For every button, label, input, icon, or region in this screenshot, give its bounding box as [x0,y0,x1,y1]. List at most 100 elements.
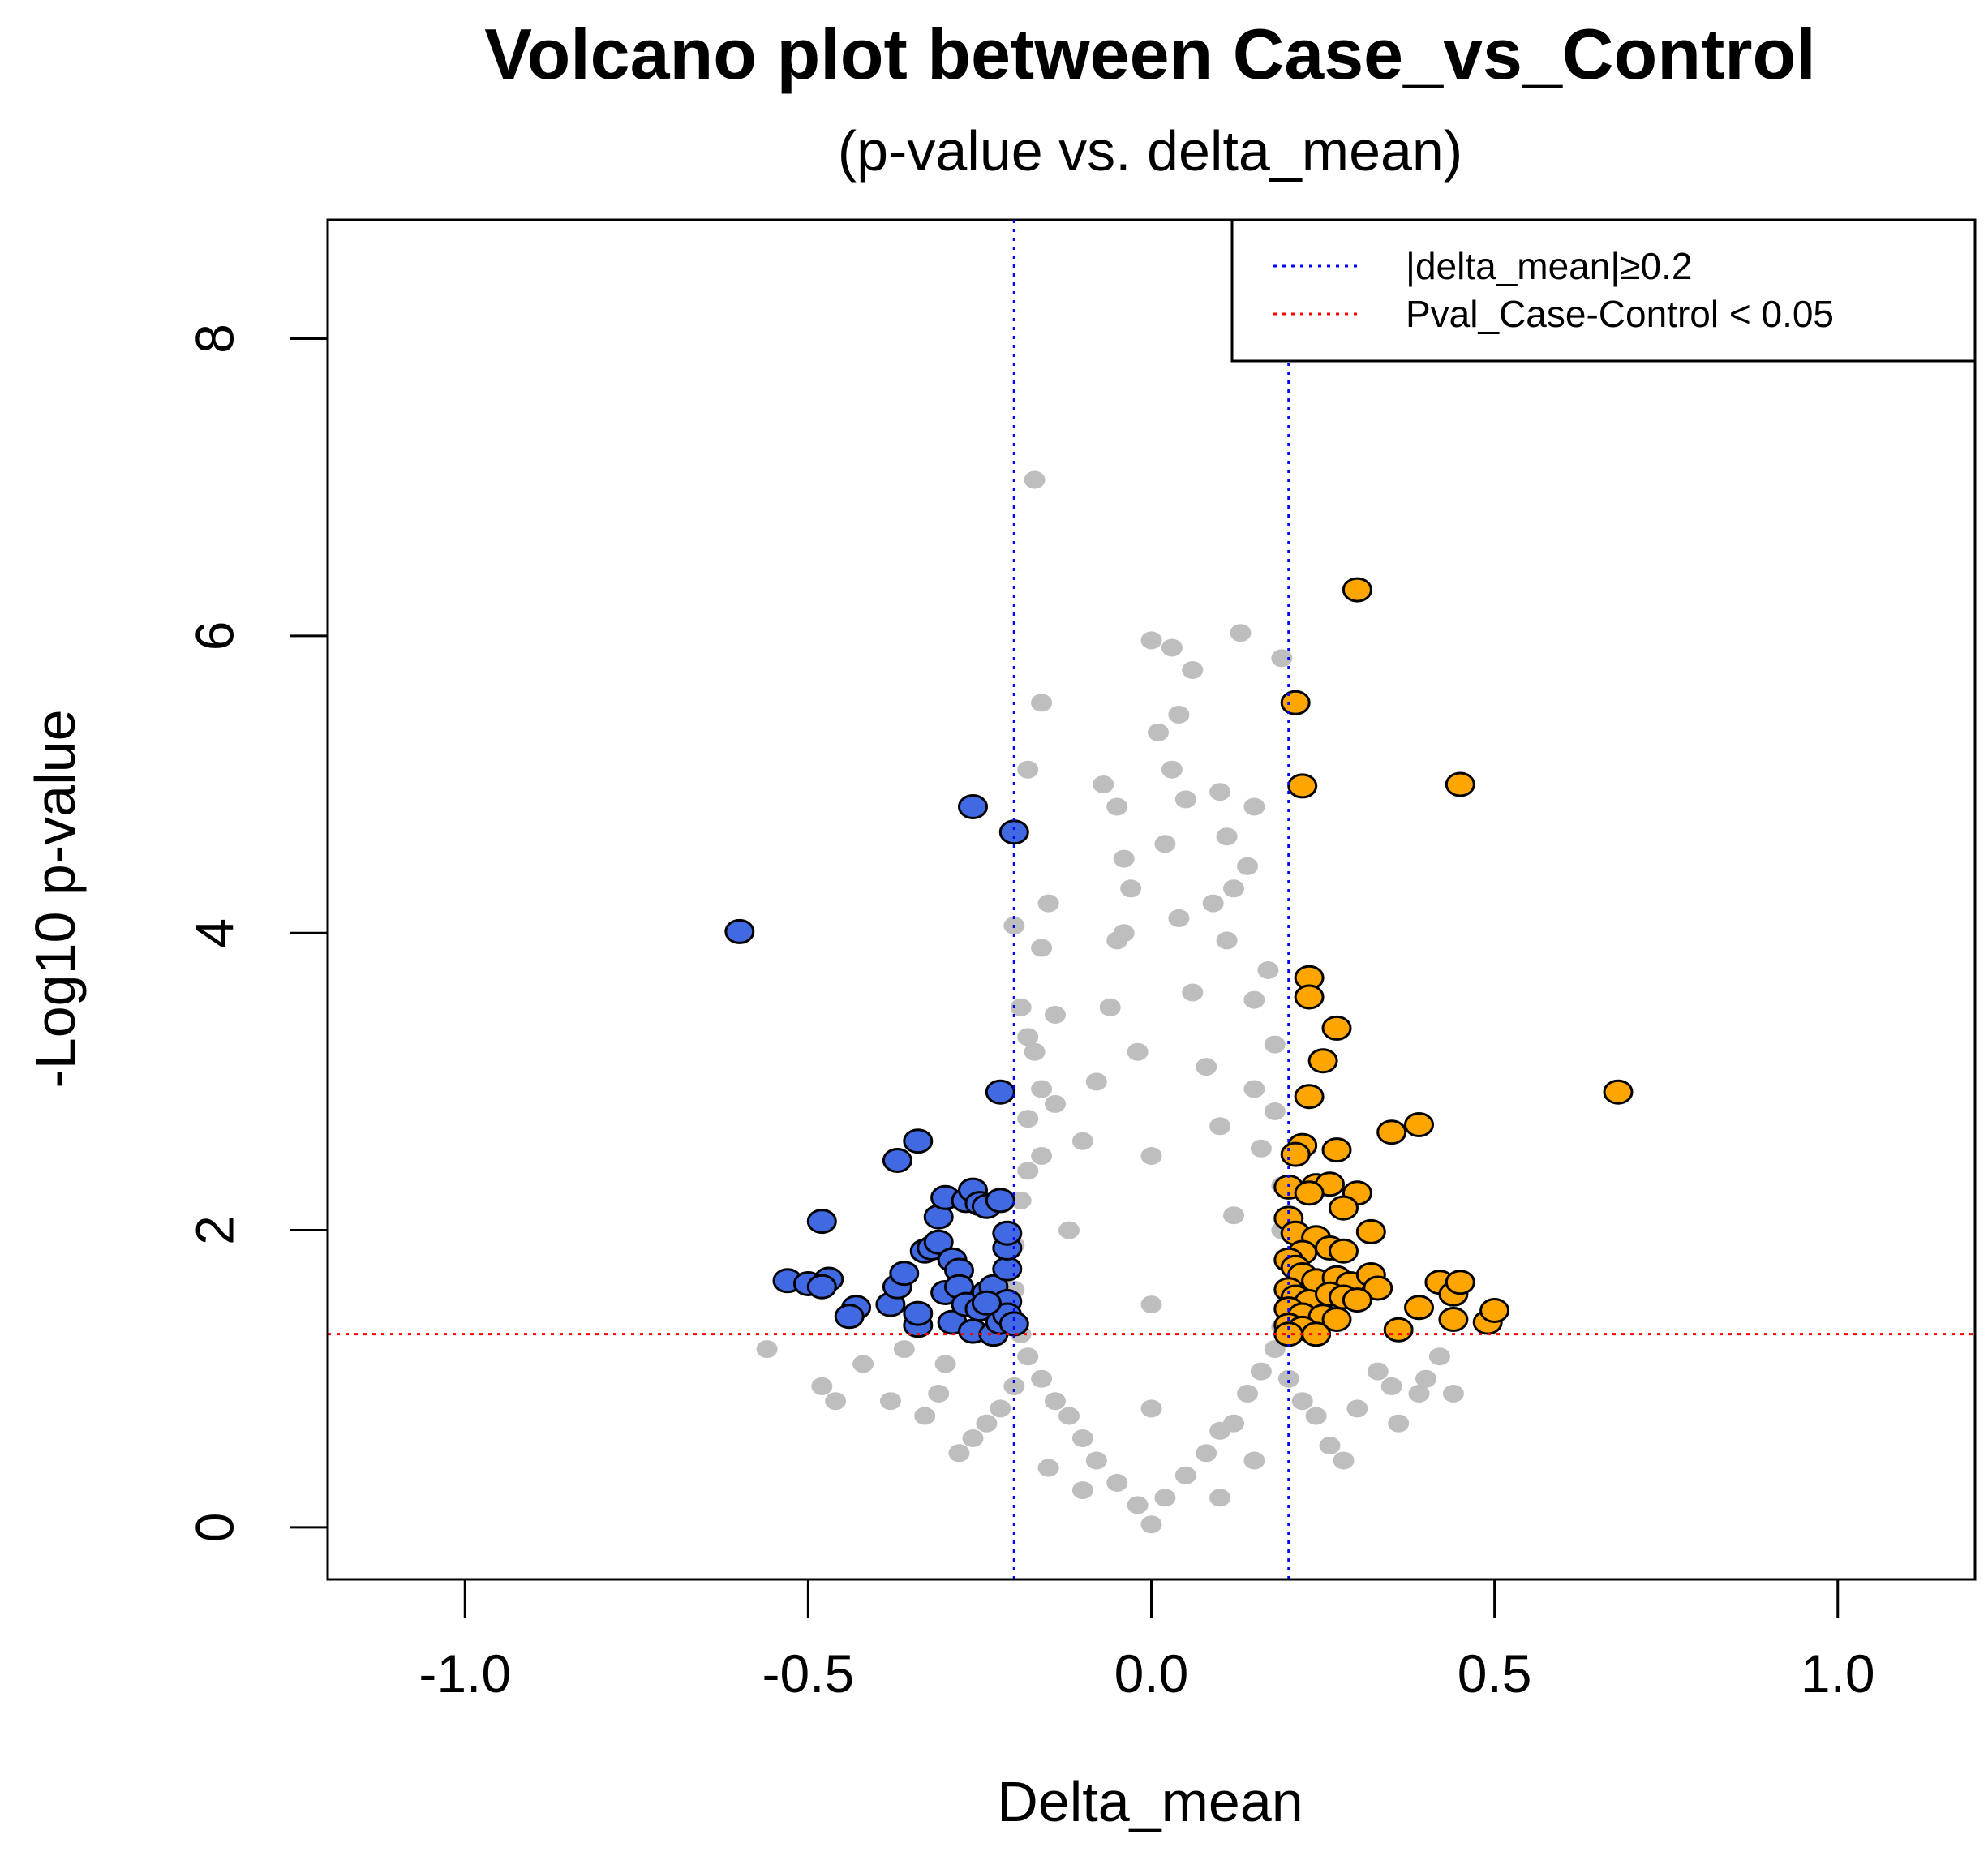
gray-point [1120,879,1142,898]
down-point [985,1188,1015,1214]
gray-point [1237,857,1258,875]
gray-point [1264,1340,1286,1359]
up-point [1307,1048,1338,1074]
series-not-significant [756,470,1464,1534]
x-tick-label: 1.0 [1801,1643,1875,1703]
gray-point [1380,1377,1402,1395]
gray-point [1216,931,1238,950]
chart-title: Volcano plot between Case_vs_Control [484,14,1815,94]
down-point [958,794,988,819]
gray-point [1140,1515,1162,1534]
gray-point [1243,797,1265,816]
down-point [724,918,755,944]
gray-point [1388,1414,1410,1433]
down-point [806,1209,837,1235]
gray-point [1209,1117,1231,1136]
down-point [882,1148,912,1173]
gray-point [1031,939,1053,957]
gray-point [1154,835,1176,853]
up-point [1438,1307,1469,1332]
gray-point [811,1377,833,1395]
gray-point [1305,1407,1327,1425]
gray-point [1017,760,1039,779]
x-axis: -1.0 -0.5 0.0 0.5 1.0 [419,1578,1875,1703]
gray-point [1037,894,1059,913]
up-point [1603,1079,1634,1105]
up-point [1404,1112,1434,1137]
gray-point [1216,827,1238,846]
up-point [1280,1141,1311,1167]
gray-point [756,1340,778,1359]
down-point [806,1274,837,1300]
gray-point [1031,1080,1053,1098]
gray-point [1168,909,1190,927]
gray-point [1243,990,1265,1009]
up-point [1301,1321,1332,1347]
gray-point [1024,1042,1046,1061]
series-down [724,794,1029,1347]
gray-point [1140,1147,1162,1165]
down-point [889,1261,920,1287]
x-tick-label: 0.5 [1458,1643,1532,1703]
y-axis: 0 2 4 6 8 [184,324,329,1542]
gray-point [1127,1042,1149,1061]
up-point [1280,690,1311,715]
up-point [1321,1137,1352,1163]
gray-point [1223,879,1244,898]
legend-label-delta-mean: |delta_mean|≥0.2 [1406,245,1693,287]
chart-subtitle: (p-value vs. delta_mean) [838,119,1462,183]
threshold-lines [328,220,1975,1579]
gray-point [1017,1347,1039,1366]
down-point [998,1311,1029,1337]
gray-point [1428,1347,1450,1366]
gray-point [1174,790,1196,809]
gray-point [1058,1221,1080,1239]
legend: |delta_mean|≥0.2 Pval_Case-Control < 0.0… [1230,218,1977,363]
gray-point [1045,1006,1066,1024]
gray-point [1271,649,1293,668]
gray-point [1367,1362,1389,1381]
gray-point [1113,849,1135,868]
gray-point [1209,1489,1231,1507]
gray-point [1140,1295,1162,1314]
gray-point [1168,706,1190,724]
gray-point [1017,1162,1039,1180]
x-axis-label: Delta_mean [997,1770,1303,1833]
x-tick-label: 0.0 [1114,1643,1189,1703]
legend-label-pvalue: Pval_Case-Control < 0.05 [1406,293,1834,335]
gray-point [1093,775,1114,793]
gray-point [825,1392,847,1411]
gray-point [1010,1191,1032,1209]
y-tick-label: 8 [184,324,244,354]
down-point [834,1304,865,1330]
legend-box [1230,218,1977,363]
gray-point [1182,983,1204,1002]
up-point [1294,984,1325,1010]
up-point [1376,1119,1407,1145]
up-point [1445,771,1475,797]
up-point [1445,1270,1475,1295]
gray-point [1148,723,1169,741]
points-layer [724,470,1634,1534]
gray-point [976,1414,998,1433]
down-point [992,1220,1023,1246]
gray-point [1161,638,1183,657]
gray-point [1127,1496,1149,1514]
gray-point [1140,1399,1162,1418]
gray-point [1196,1444,1217,1463]
y-tick-label: 4 [184,918,244,948]
gray-point [852,1355,874,1373]
gray-point [1243,1080,1265,1098]
gray-point [1071,1429,1093,1447]
up-point [1342,1287,1372,1313]
gray-point [928,1385,950,1403]
series-up [1273,577,1634,1347]
gray-point [1154,1489,1176,1507]
gray-point [1037,1459,1059,1477]
down-point [903,1300,934,1326]
gray-point [948,1444,970,1463]
gray-point [1196,1058,1217,1076]
gray-point [1442,1385,1464,1403]
gray-point [1099,998,1121,1016]
